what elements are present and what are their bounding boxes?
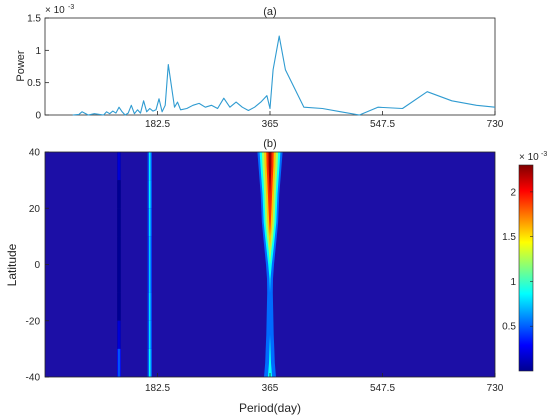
- panel-b-x-tick-label: 182.5: [145, 383, 170, 394]
- heatmap-annual-band-level-2: [261, 152, 279, 377]
- panel-a-ylabel: Power: [15, 50, 27, 82]
- heatmap-band-1-core: [149, 152, 151, 181]
- panel-a-exponent-base: × 10: [45, 5, 65, 16]
- panel-a-y-tick-label: 0.5: [27, 78, 41, 89]
- panel-a-line-chart: (a) Power × 10 -3 182.5 365 547.5 730 0 0.5 1 1…: [15, 4, 504, 130]
- panel-b-xlabel: Period(day): [239, 401, 301, 415]
- heatmap-band-1-core: [149, 208, 151, 237]
- heatmap-band-0-core: [118, 208, 120, 237]
- colorbar-tick-label: 1: [510, 277, 516, 288]
- panel-a-exponent: × 10 -3: [45, 4, 74, 16]
- panel-a-x-tick-label: 547.5: [370, 119, 395, 130]
- panel-b-x-tick-label: 547.5: [370, 383, 395, 394]
- heatmap-band-1-core: [149, 320, 151, 349]
- heatmap-band-0-core: [118, 348, 120, 377]
- heatmap-band-1-core: [149, 236, 151, 265]
- heatmap-band-1-core: [149, 292, 151, 321]
- panel-a-y-tick-label: 0: [35, 111, 41, 122]
- heatmap-band-0-core: [118, 180, 120, 209]
- colorbar-gradient: [518, 164, 534, 372]
- panel-a-exponent-power: -3: [68, 4, 74, 11]
- panel-b-ylabel: Latitude: [5, 243, 19, 286]
- heatmap-band-0-core: [118, 264, 120, 293]
- colorbar-tick-label: 1.5: [502, 232, 516, 243]
- heatmap-band-1-core: [149, 180, 151, 209]
- heatmap-band-1-core: [149, 348, 151, 377]
- panel-b-heatmap: (b) 182.5 365 547.5 730 40 20 0 -20 -40 Period(d…: [5, 138, 547, 415]
- panel-b-x-tick-label: 730: [487, 383, 504, 394]
- panel-b-x-tick-label: 365: [262, 383, 279, 394]
- panel-a-x-tick-label: 182.5: [145, 119, 170, 130]
- panel-a-plot-area: [44, 17, 496, 116]
- panel-a-y-tick-label: 1.5: [27, 14, 41, 25]
- colorbar-exponent-power: -3: [541, 151, 547, 158]
- panel-b-y-tick-label: 40: [29, 148, 41, 159]
- panel-b-y-tick-label: -20: [26, 316, 41, 327]
- panel-a-series-line: [72, 35, 496, 116]
- heatmap-annual-band-level-5: [268, 152, 272, 377]
- panel-b-y-tick-label: 0: [34, 260, 40, 271]
- heatmap-band-0-core: [118, 292, 120, 321]
- colorbar-tick-label: 2: [510, 187, 516, 198]
- panel-b-y-tick-label: -40: [26, 373, 41, 384]
- panel-a-y-tick-label: 1: [35, 46, 41, 57]
- colorbar-exponent-base: × 10: [519, 152, 539, 163]
- heatmap-band-1-core: [149, 264, 151, 293]
- panel-a-x-tick-label: 730: [487, 119, 504, 130]
- heatmap-band-0-core: [118, 236, 120, 265]
- panel-b-y-tick-label: 20: [29, 204, 41, 215]
- colorbar-tick-label: 0.5: [502, 322, 516, 333]
- panel-a-x-tick-label: 365: [262, 119, 279, 130]
- panel-a-title: (a): [263, 6, 276, 18]
- panel-b-title: (b): [263, 138, 276, 150]
- heatmap-band-0-core: [118, 320, 120, 349]
- heatmap-band-0-core: [118, 152, 120, 181]
- heatmap-annual-band-level-3: [264, 152, 276, 377]
- colorbar: 0.5 1 1.5 2 × 10 -3: [502, 151, 547, 372]
